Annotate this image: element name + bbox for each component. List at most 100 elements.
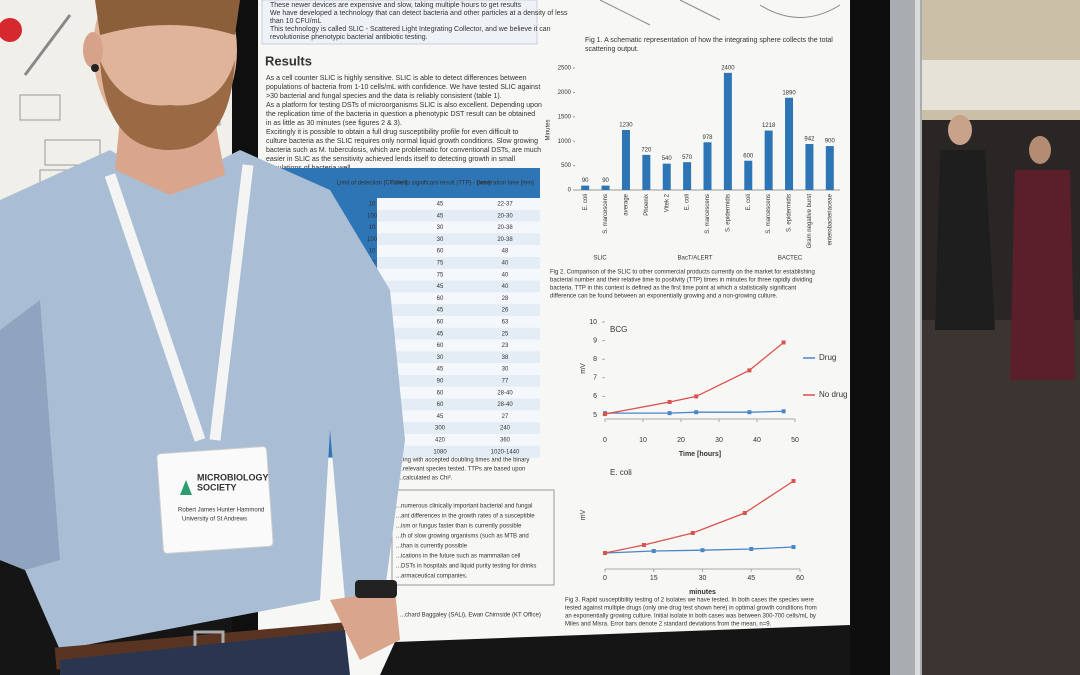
data-point	[603, 412, 607, 417]
fig1-caption: scattering output.	[585, 46, 639, 53]
bar	[764, 130, 773, 190]
data-point	[749, 547, 754, 551]
y-tick-label: 2500	[558, 66, 572, 72]
table-cell: 60	[437, 402, 444, 408]
results-line: As a platform for testing DSTs of microo…	[266, 102, 542, 109]
lanyard-right	[209, 164, 254, 441]
table-cell: 240	[500, 426, 511, 432]
y-tick-label: 7	[593, 375, 597, 382]
data-point	[700, 548, 705, 553]
data-point	[667, 399, 672, 404]
table-row	[377, 351, 540, 364]
x-axis-label: minutes	[689, 589, 716, 596]
table-cell: 360	[500, 437, 511, 443]
results-heading: Results	[265, 53, 312, 68]
y-tick-label: 10	[589, 319, 597, 326]
table-row	[377, 327, 540, 340]
x-tick-label: 45	[747, 575, 755, 582]
results-line: Excitingly it is possible to obtain a fu…	[266, 129, 518, 136]
table-cell: 10	[369, 225, 376, 231]
legend-label: No drug	[819, 390, 847, 399]
fig2-caption: difference can be found between an expon…	[550, 294, 778, 300]
person-body	[1010, 170, 1075, 380]
fig2-caption: Fig 2. Comparison of the SLIC to other c…	[550, 270, 815, 276]
table-cell: 38	[502, 355, 509, 361]
table-cell: 23	[502, 343, 509, 349]
person-head	[1029, 136, 1051, 164]
pillar-edge	[915, 0, 920, 675]
y-tick-label: 6	[593, 393, 597, 400]
fig2-caption: bacteria. TTP in this context is defined…	[550, 286, 797, 292]
bar-value-label: 2400	[721, 65, 735, 71]
data-point	[603, 551, 607, 555]
y-tick-label: 8	[593, 356, 597, 363]
conclusion-line: ...armaceutical companies.	[396, 574, 468, 580]
group-label: SLIC	[593, 256, 607, 262]
table-header-cell: Limit of detection [CFU/ml]	[337, 181, 408, 187]
bar	[744, 160, 753, 190]
bar	[621, 129, 630, 190]
jeans	[60, 630, 350, 675]
table-note: ...calculated as Chi².	[398, 476, 453, 482]
intro-line: We have developed a technology that can …	[270, 10, 568, 17]
table-cell: 27	[502, 414, 509, 420]
table-row	[377, 268, 540, 281]
left-poster-figure	[19, 94, 61, 121]
bar-value-label: 978	[702, 135, 713, 141]
table-cell: 45	[437, 213, 444, 219]
table-cell: 30	[437, 355, 444, 361]
table-cell: 40	[502, 272, 509, 278]
data-point	[642, 543, 646, 547]
results-line: easier in SLIC as the sensitivity achiev…	[266, 156, 515, 163]
badge-org: MICROBIOLOGY	[197, 472, 269, 482]
x-tick-label: 40	[753, 437, 761, 444]
group-label: BACTEC	[778, 256, 803, 262]
table-cell: 45	[437, 331, 444, 337]
data-point	[747, 410, 752, 415]
table-cell: 30	[502, 367, 509, 373]
x-tick-label: E. coli	[746, 194, 752, 210]
table-cell: 60	[437, 249, 444, 255]
bar-value-label: 90	[582, 178, 589, 184]
results-line: As a cell counter SLIC is highly sensiti…	[266, 75, 527, 82]
data-point	[791, 479, 796, 483]
table-cell: 420	[435, 437, 446, 443]
x-tick-label: 30	[715, 437, 723, 444]
bar-value-label: 600	[743, 153, 754, 159]
table-cell: 1020-1440	[491, 449, 520, 455]
bar	[703, 142, 712, 190]
intro-line: revolutionise phenotypic bacterial antib…	[270, 34, 428, 41]
badge-org: SOCIETY	[197, 482, 237, 492]
table-cell: 20-38	[497, 225, 513, 231]
conclusion-line: ...ism or fungus faster than is currentl…	[396, 524, 522, 530]
x-tick-label: Vitek 2	[664, 193, 670, 212]
legend-label: Drug	[819, 353, 836, 362]
table-cell: 40	[502, 284, 509, 290]
x-tick-label: S. epidermidis	[787, 194, 793, 232]
table-row	[377, 410, 540, 423]
table-cell: 30	[437, 225, 444, 231]
table-cell: 45	[437, 201, 444, 207]
table-cell: 45	[437, 367, 444, 373]
acknowledgement: ...chard Baggaley (SALi), Ewan Chirnside…	[400, 613, 541, 619]
bar-value-label: 720	[641, 147, 652, 153]
bar-value-label: 1890	[782, 90, 796, 96]
fig1-caption: Fig 1. A schematic representation of how…	[585, 37, 833, 44]
left-poster-figure	[44, 139, 101, 166]
bar	[683, 162, 692, 190]
results-line: bacteria such as M. tuberculosis, which …	[266, 147, 541, 154]
data-point	[667, 411, 672, 416]
data-point	[781, 340, 786, 345]
table-cell: 28-40	[497, 390, 513, 396]
table-header-cell: Time to significant result (TTP) - [min]	[390, 181, 490, 187]
badge-affiliation: University of St Andrews	[182, 517, 247, 523]
x-tick-label: 0	[603, 437, 607, 444]
table-row	[377, 316, 540, 328]
table-cell: 45	[437, 414, 444, 420]
y-axis-label: mV	[580, 509, 587, 520]
data-point	[694, 394, 699, 399]
bar	[723, 72, 732, 190]
earring	[91, 64, 99, 72]
table-row	[377, 339, 540, 352]
